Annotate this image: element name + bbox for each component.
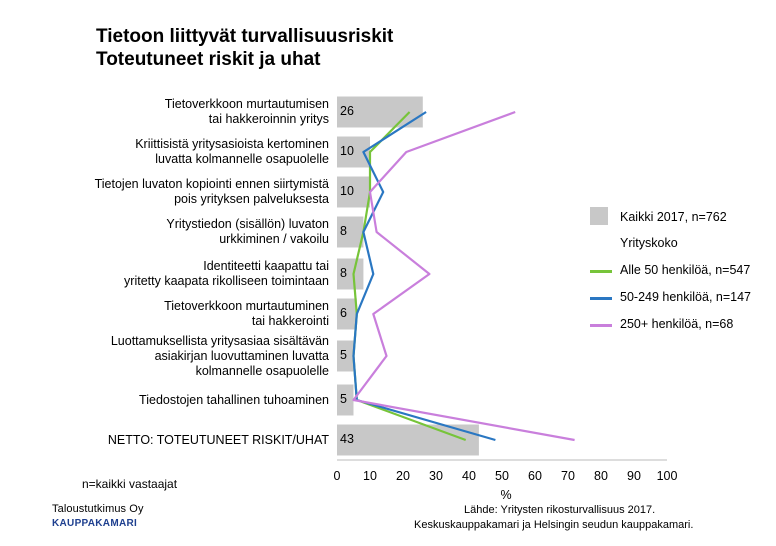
bar-4 xyxy=(337,258,364,290)
legend-label-250plus: 250+ henkilöä, n=68 xyxy=(620,317,734,331)
source-line-2: Keskuskauppakamari ja Helsingin seudun k… xyxy=(414,519,694,531)
legend-swatch-50-249 xyxy=(590,297,612,300)
x-tick-label: 10 xyxy=(363,469,377,483)
x-tick-label: 60 xyxy=(528,469,542,483)
bar-value-label: 8 xyxy=(340,224,347,238)
logo-taloustutkimus: Taloustutkimus Oy xyxy=(52,503,144,515)
bar-value-label: 8 xyxy=(340,266,347,280)
category-label: Luottamuksellista yritysasiaa sisältävän… xyxy=(110,333,329,378)
legend-label-kaikki: Kaikki 2017, n=762 xyxy=(620,210,727,224)
category-label: NETTO: TOTEUTUNEET RISKIT/UHAT xyxy=(107,432,329,447)
bar-3 xyxy=(337,216,364,248)
category-label: Tietoverkkoon murtautuminen tai hakkeroin… xyxy=(164,299,329,328)
category-label: Yritystiedon (sisällön) luvaton urkkimine… xyxy=(166,217,329,246)
x-tick-label: 90 xyxy=(627,469,641,483)
x-axis-label: % xyxy=(500,488,512,502)
bar-6 xyxy=(337,340,354,372)
legend-label-alle50: Alle 50 henkilöä, n=547 xyxy=(620,263,751,277)
chart-subtitle: Toteutuneet riskit ja uhat xyxy=(96,49,321,70)
category-label: Tiedostojen tahallinen tuhoaminen xyxy=(139,392,329,407)
category-label: Tietojen luvaton kopiointi ennen siirtym… xyxy=(94,177,329,206)
category-label: Identiteetti kaapattu tai yritetty kaapat… xyxy=(124,259,329,288)
bar-value-label: 43 xyxy=(340,432,354,446)
x-tick-label: 80 xyxy=(594,469,608,483)
bar-5 xyxy=(337,298,357,330)
series-line-3 xyxy=(352,110,575,442)
legend-label-50-249: 50-249 henkilöä, n=147 xyxy=(620,290,752,304)
x-tick-label: 40 xyxy=(462,469,476,483)
bar-value-label: 10 xyxy=(340,144,354,158)
bar-8 xyxy=(337,424,479,456)
bar-7 xyxy=(337,384,354,416)
bar-value-label: 10 xyxy=(340,184,354,198)
category-label: Tietoverkkoon murtautumisen tai hakkeroin… xyxy=(164,97,329,126)
legend-group-label: Yrityskoko xyxy=(620,236,678,250)
bar-value-label: 5 xyxy=(340,348,347,362)
bar-value-label: 5 xyxy=(340,392,347,406)
series-line-2 xyxy=(352,111,496,442)
chart-title: Tietoon liittyvät turvallisuusriskit xyxy=(96,26,394,47)
logo-kauppakamari: KAUPPAKAMARI xyxy=(52,518,138,529)
x-tick-label: 50 xyxy=(495,469,509,483)
legend-swatch-alle50 xyxy=(590,270,612,273)
base-note: n=kaikki vastaajat xyxy=(82,477,178,491)
legend-swatch-250plus xyxy=(590,324,612,327)
bar-value-label: 26 xyxy=(340,104,354,118)
source-line-1: Lähde: Yritysten rikosturvallisuus 2017. xyxy=(464,504,656,516)
bar-2 xyxy=(337,176,370,208)
x-tick-label: 0 xyxy=(333,469,341,483)
legend-swatch-kaikki xyxy=(590,207,608,225)
category-label: Kriittisistä yritysasioista kertominen lu… xyxy=(135,137,329,166)
x-tick-label: 20 xyxy=(396,469,410,483)
x-tick-label: 100 xyxy=(656,469,678,483)
bar-value-label: 6 xyxy=(340,306,347,320)
x-tick-label: 70 xyxy=(561,469,575,483)
series-line-1 xyxy=(352,111,467,442)
x-tick-label: 30 xyxy=(429,469,443,483)
